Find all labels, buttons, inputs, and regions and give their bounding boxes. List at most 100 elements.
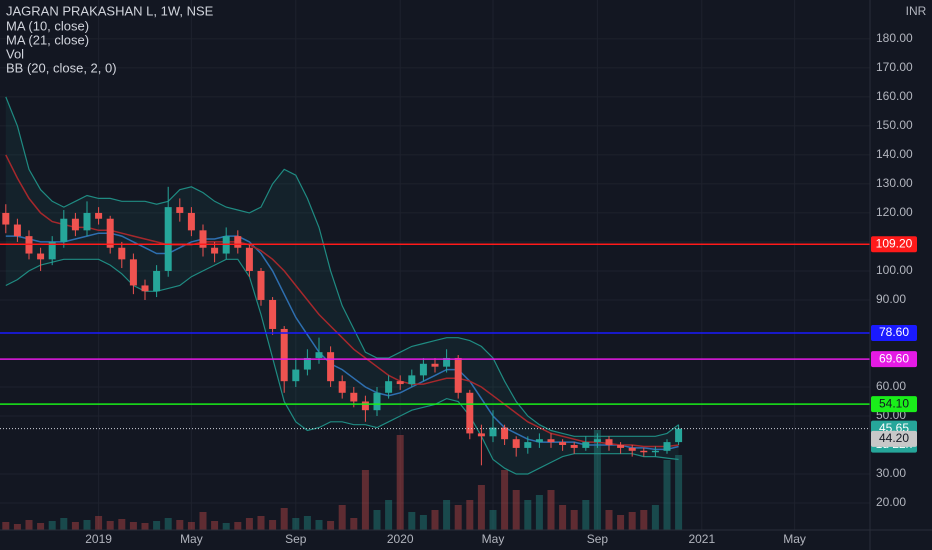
candle-body bbox=[547, 439, 555, 443]
volume-bar bbox=[257, 516, 265, 530]
price-label: 78.60 bbox=[879, 325, 909, 339]
volume-bar bbox=[524, 500, 532, 530]
volume-bar bbox=[327, 521, 335, 530]
candle-body bbox=[176, 207, 184, 213]
candle-body bbox=[257, 270, 265, 300]
candle-body bbox=[419, 363, 427, 376]
y-tick-label: 90.00 bbox=[876, 292, 906, 306]
volume-bar bbox=[199, 512, 207, 530]
volume-bar bbox=[593, 430, 601, 530]
legend-entry: BB (20, close, 2, 0) bbox=[6, 60, 117, 75]
volume-bar bbox=[408, 512, 416, 530]
volume-bar bbox=[501, 470, 509, 530]
candle-body bbox=[280, 328, 288, 382]
currency: INR bbox=[906, 4, 927, 18]
candle-body bbox=[512, 439, 520, 448]
price-label: 69.60 bbox=[879, 351, 909, 365]
candle-body bbox=[106, 218, 114, 248]
volume-bar bbox=[547, 490, 555, 530]
volume-bar bbox=[361, 470, 369, 530]
candle-body bbox=[443, 357, 451, 367]
volume-bar bbox=[71, 522, 79, 530]
candle-body bbox=[315, 352, 323, 358]
candle-body bbox=[466, 392, 474, 434]
candle-body bbox=[129, 259, 137, 286]
legend-entry: MA (10, close) bbox=[6, 18, 89, 33]
volume-bar bbox=[141, 523, 149, 530]
price-label-bg bbox=[871, 430, 917, 447]
candle-body bbox=[640, 450, 648, 453]
volume-bar bbox=[280, 508, 288, 530]
candle-body bbox=[385, 381, 393, 393]
y-tick-label: 60.00 bbox=[876, 379, 906, 393]
candle-body bbox=[617, 445, 625, 448]
x-tick-label: 2020 bbox=[387, 532, 414, 546]
volume-bar bbox=[13, 524, 21, 530]
volume-bar bbox=[559, 505, 567, 530]
volume-bar bbox=[373, 510, 381, 530]
candle-body bbox=[2, 212, 10, 225]
chart-title: JAGRAN PRAKASHAN L, 1W, NSE bbox=[6, 3, 214, 18]
candle-body bbox=[361, 401, 369, 411]
volume-bar bbox=[675, 455, 683, 530]
y-tick-label: 100.00 bbox=[876, 263, 913, 277]
volume-bar bbox=[651, 505, 659, 530]
volume-bar bbox=[187, 522, 195, 530]
candle-body bbox=[628, 447, 636, 451]
volume-bar bbox=[582, 500, 590, 530]
volume-bar bbox=[535, 495, 543, 530]
candle-body bbox=[408, 375, 416, 385]
y-tick-label: 20.00 bbox=[876, 495, 906, 509]
volume-bar bbox=[396, 435, 404, 530]
volume-bar bbox=[164, 518, 172, 530]
candle-body bbox=[582, 442, 590, 448]
candle-body bbox=[13, 224, 21, 237]
price-label: 44.20 bbox=[879, 431, 909, 445]
candle-body bbox=[605, 439, 613, 446]
volume-bar bbox=[176, 520, 184, 530]
candle-body bbox=[338, 381, 346, 393]
volume-bar bbox=[640, 510, 648, 530]
x-tick-label: May bbox=[180, 532, 203, 546]
plot bbox=[0, 96, 870, 530]
candle-body bbox=[570, 445, 578, 448]
candle-body bbox=[373, 392, 381, 411]
price-label-bg bbox=[871, 396, 917, 413]
volume-bar bbox=[118, 519, 126, 530]
candle-body bbox=[477, 433, 485, 437]
volume-bar bbox=[466, 500, 474, 530]
y-tick-label: 130.00 bbox=[876, 176, 913, 190]
candle-body bbox=[211, 247, 219, 254]
volume-bar bbox=[234, 522, 242, 530]
x-tick-label: May bbox=[482, 532, 505, 546]
ma-line bbox=[5, 232, 679, 451]
candle-body bbox=[83, 212, 91, 231]
volume-bar bbox=[419, 515, 427, 530]
volume-bar bbox=[663, 460, 671, 530]
candle-body bbox=[593, 439, 601, 443]
volume-bar bbox=[129, 522, 137, 530]
volume-bar bbox=[605, 510, 613, 530]
x-tick-label: 2021 bbox=[688, 532, 715, 546]
candle-body bbox=[37, 253, 45, 260]
candle-body bbox=[95, 212, 103, 219]
volume-bar bbox=[48, 521, 56, 530]
volume-bar bbox=[303, 516, 311, 530]
candle-body bbox=[489, 427, 497, 437]
price-label-bg bbox=[871, 236, 917, 253]
volume-bar bbox=[245, 518, 253, 530]
volume-bar bbox=[292, 518, 300, 530]
volume-bar bbox=[83, 520, 91, 530]
candle-body bbox=[535, 439, 543, 443]
candle-body bbox=[245, 247, 253, 271]
volume-bar bbox=[489, 510, 497, 530]
y-tick-label: 170.00 bbox=[876, 60, 913, 74]
volume-bar bbox=[315, 520, 323, 530]
candle-body bbox=[501, 427, 509, 440]
price-label: 54.10 bbox=[879, 396, 909, 410]
ma-line bbox=[5, 154, 679, 448]
candle-body bbox=[199, 230, 207, 248]
volume-bar bbox=[106, 521, 114, 530]
volume-bar bbox=[153, 521, 161, 530]
